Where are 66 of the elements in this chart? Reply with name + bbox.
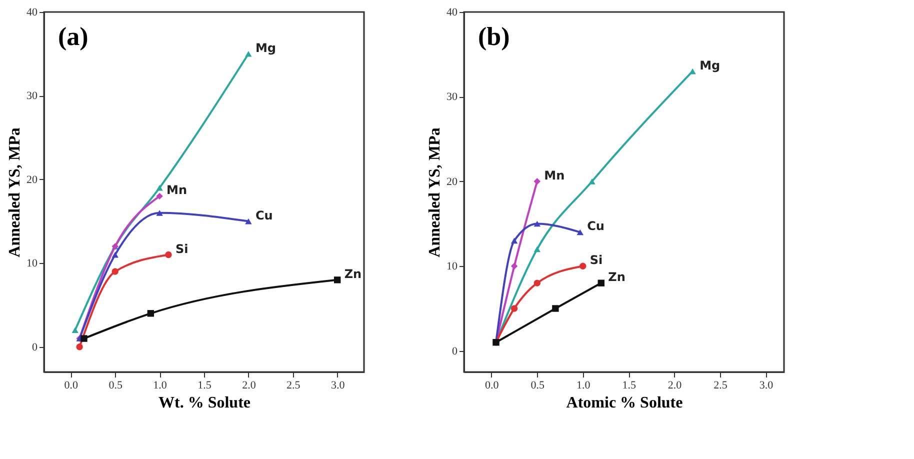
x-tick-label: 2.0 <box>242 380 256 392</box>
chart-title: (a) <box>58 22 88 51</box>
series-label: Cu <box>255 208 273 222</box>
point <box>147 310 154 317</box>
x-tick-label: 3.0 <box>330 380 346 392</box>
series-label: Mn <box>544 168 565 182</box>
y-tick-label: 40 <box>446 6 458 18</box>
x-tick-label: 0.0 <box>485 380 500 392</box>
y-axis-title: Annealed YS, MPa <box>426 128 444 258</box>
point <box>552 305 559 312</box>
point <box>588 178 596 184</box>
y-tick-label: 10 <box>446 260 458 273</box>
y-tick-label: 20 <box>446 176 458 188</box>
point <box>534 280 540 286</box>
point <box>534 220 540 227</box>
x-tick-label: 3.0 <box>759 380 774 392</box>
point <box>510 238 518 244</box>
point <box>245 218 252 224</box>
point <box>112 252 118 258</box>
x-tick-label: 2.0 <box>668 380 682 392</box>
point <box>598 280 604 286</box>
series-label: Zn <box>344 266 362 281</box>
y-tick-label: 30 <box>26 90 38 102</box>
point <box>165 251 172 258</box>
series-label: Cu <box>587 219 604 234</box>
x-tick-label: 1.0 <box>153 380 168 392</box>
point <box>576 229 584 236</box>
point <box>510 262 518 270</box>
y-tick-label: 0 <box>452 345 458 358</box>
y-axis-title: Annealed YS, MPa <box>6 128 24 258</box>
series-label: Si <box>590 253 603 268</box>
x-tick-label: 2.5 <box>714 380 728 392</box>
y-tick-label: 10 <box>26 258 38 270</box>
x-tick-label: 1.0 <box>576 380 591 392</box>
point <box>76 344 83 350</box>
point <box>510 305 518 312</box>
point <box>156 184 163 191</box>
series-label: Mg <box>700 58 720 72</box>
y-tick-label: 40 <box>26 6 38 18</box>
y-tick-label: 20 <box>26 174 38 186</box>
x-axis-title: Atomic % Solute <box>566 394 683 412</box>
x-axis-title: Wt. % Solute <box>158 394 250 412</box>
y-tick-label: 30 <box>446 91 458 104</box>
x-tick-label: 0.0 <box>64 380 79 392</box>
point <box>580 262 586 270</box>
point <box>112 268 118 275</box>
point <box>689 68 696 74</box>
point <box>156 192 163 200</box>
point <box>245 50 252 57</box>
y-tick-label: 0 <box>32 341 38 354</box>
chart-title: (b) <box>478 22 510 51</box>
point <box>334 276 341 284</box>
x-tick-label: 0.5 <box>530 380 546 392</box>
point <box>534 246 540 252</box>
series-label: Mg <box>255 40 276 55</box>
x-tick-label: 1.5 <box>622 380 636 392</box>
point <box>72 327 78 334</box>
x-tick-label: 2.5 <box>286 380 301 392</box>
x-tick-label: 0.5 <box>108 380 123 392</box>
series-label: Mn <box>166 183 188 198</box>
point <box>534 178 540 185</box>
x-tick-label: 1.5 <box>198 380 212 392</box>
point <box>80 335 88 342</box>
series-label: Zn <box>608 270 626 284</box>
point <box>156 210 163 216</box>
series-label: Si <box>175 242 188 256</box>
